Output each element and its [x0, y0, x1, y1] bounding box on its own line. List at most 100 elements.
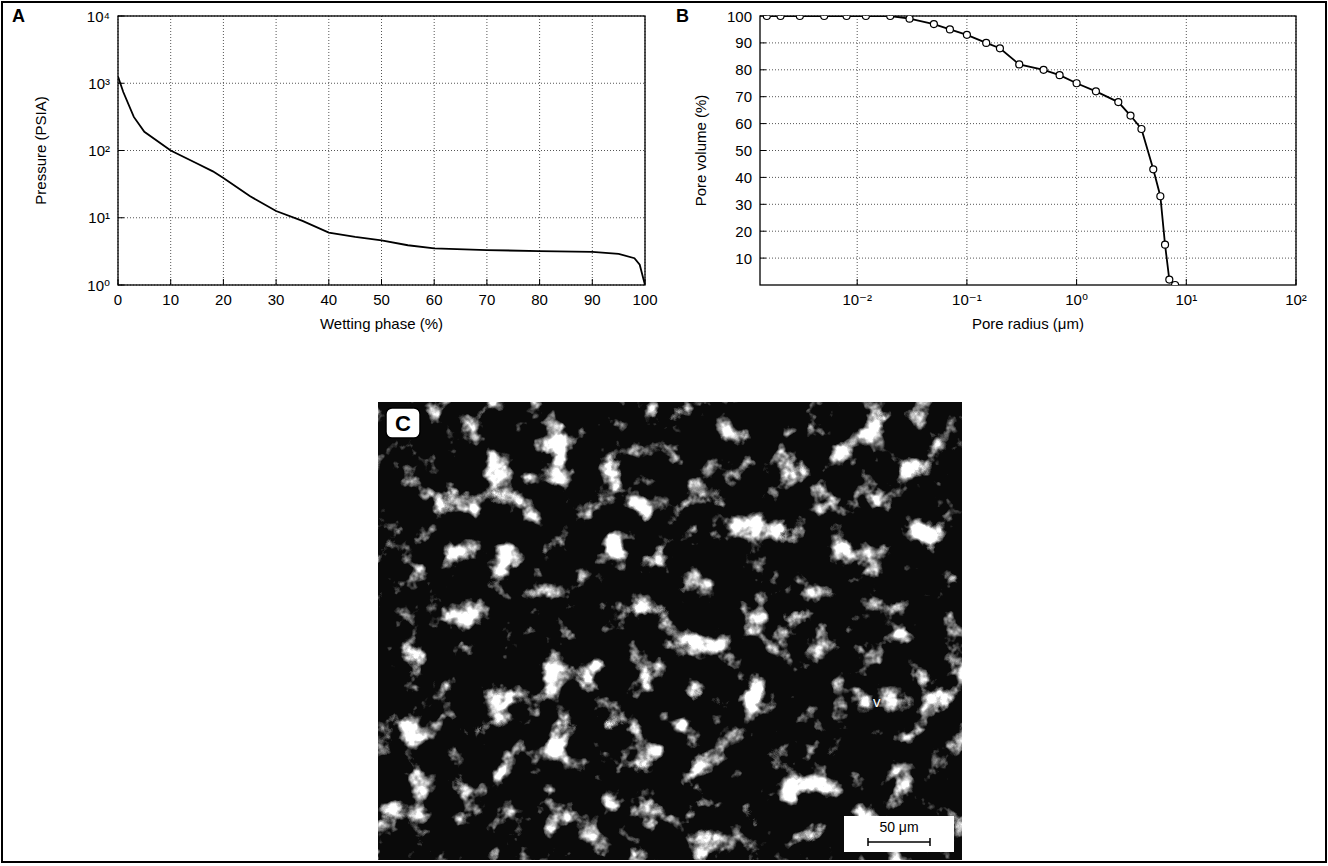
tick-label: 10¹	[1175, 291, 1197, 308]
grid-line	[760, 42, 1296, 43]
grid-line	[1076, 16, 1077, 285]
tick-label: 50	[735, 142, 752, 159]
grid-line	[118, 217, 645, 218]
data-point	[843, 16, 850, 20]
axis-title: Pressure (PSIA)	[32, 96, 49, 204]
tick-mark	[381, 279, 382, 285]
data-point	[930, 21, 937, 28]
data-point	[996, 45, 1003, 52]
tick-label: 50	[373, 291, 390, 308]
scale-bar	[868, 841, 930, 843]
tick-label: 10⁰	[1065, 291, 1088, 308]
tick-label: 100	[632, 291, 657, 308]
tick-mark	[486, 279, 487, 285]
annotation: v	[873, 693, 881, 710]
grid-line	[118, 150, 645, 151]
tick-mark	[760, 69, 766, 70]
tick-label: 30	[268, 291, 285, 308]
tick-label: 70	[479, 291, 496, 308]
grid-line	[760, 177, 1296, 178]
grid-line	[760, 69, 1296, 70]
data-point	[1166, 276, 1173, 283]
data-group	[763, 16, 1178, 285]
plot-frame	[118, 16, 645, 285]
tick-mark	[276, 279, 277, 285]
panel-letter: A	[12, 6, 25, 26]
tick-mark	[1186, 279, 1187, 285]
tick-mark	[760, 96, 766, 97]
data-group	[118, 77, 645, 286]
data-point	[1138, 125, 1145, 132]
data-point	[983, 39, 990, 46]
grid-line	[760, 150, 1296, 151]
panel-letter: C	[395, 411, 411, 436]
data-point	[1162, 241, 1169, 248]
data-point	[1056, 72, 1063, 79]
tick-mark	[592, 279, 593, 285]
tick-mark	[760, 42, 766, 43]
tick-mark	[223, 279, 224, 285]
photo-texture	[378, 402, 962, 860]
data-point	[1150, 166, 1157, 173]
scale-bar-end	[929, 838, 931, 846]
data-point	[906, 16, 913, 22]
tick-label: 10	[162, 291, 179, 308]
tick-mark	[857, 279, 858, 285]
figure-border	[2, 2, 1326, 862]
data-point	[796, 16, 803, 20]
tick-label: 60	[426, 291, 443, 308]
tick-label: 20	[735, 223, 752, 240]
tick-label: 90	[735, 34, 752, 51]
tick-mark	[118, 217, 124, 218]
panel: 010203040506070809010010⁰10¹10²10³10⁴Wet…	[12, 6, 658, 332]
plot-frame	[760, 16, 1296, 285]
grid-line	[760, 96, 1296, 97]
tick-mark	[328, 279, 329, 285]
tick-label: 80	[531, 291, 548, 308]
photo-background	[378, 402, 962, 860]
tick-label: 70	[735, 88, 752, 105]
data-point	[1040, 66, 1047, 73]
tick-label: 0	[114, 291, 122, 308]
scale-bar-label: 50 μm	[879, 819, 918, 835]
tick-label: 10⁴	[87, 8, 110, 25]
tick-label: 10²	[88, 142, 110, 159]
data-point	[887, 16, 894, 20]
tick-label: 40	[320, 291, 337, 308]
grid-line	[760, 204, 1296, 205]
data-point	[1016, 61, 1023, 68]
grid-line	[760, 258, 1296, 259]
tick-label: 40	[735, 169, 752, 186]
data-point	[821, 16, 828, 20]
tick-mark	[170, 279, 171, 285]
tick-label: 10²	[1285, 291, 1307, 308]
axis-title: Pore volume (%)	[692, 95, 709, 207]
data-point	[1092, 88, 1099, 95]
panel-letter: B	[676, 6, 689, 26]
tick-label: 10¹	[88, 209, 110, 226]
tick-mark	[539, 279, 540, 285]
data-point	[1115, 99, 1122, 106]
scale-bar-box	[844, 816, 954, 852]
axis-title: Pore radius (μm)	[972, 315, 1084, 332]
tick-mark	[760, 150, 766, 151]
tick-mark	[760, 204, 766, 205]
data-point	[1127, 112, 1134, 119]
data-point	[763, 16, 770, 20]
tick-label: 10⁻¹	[952, 291, 982, 308]
data-point	[1157, 193, 1164, 200]
tick-label: 10	[735, 250, 752, 267]
tick-label: 100	[727, 8, 752, 25]
tick-mark	[118, 150, 124, 151]
grid-line	[118, 83, 645, 84]
grid-line	[381, 16, 382, 285]
tick-label: 10⁰	[87, 277, 110, 294]
tick-mark	[760, 123, 766, 124]
tick-mark	[760, 231, 766, 232]
tick-label: 10³	[88, 75, 110, 92]
photo-panel: Cv 50 μm	[378, 402, 962, 860]
panel: 10⁻²10⁻¹10⁰10¹10²102030405060708090100Po…	[676, 6, 1307, 332]
grid-line	[760, 231, 1296, 232]
data-point	[862, 16, 869, 20]
axis-title: Wetting phase (%)	[320, 315, 443, 332]
